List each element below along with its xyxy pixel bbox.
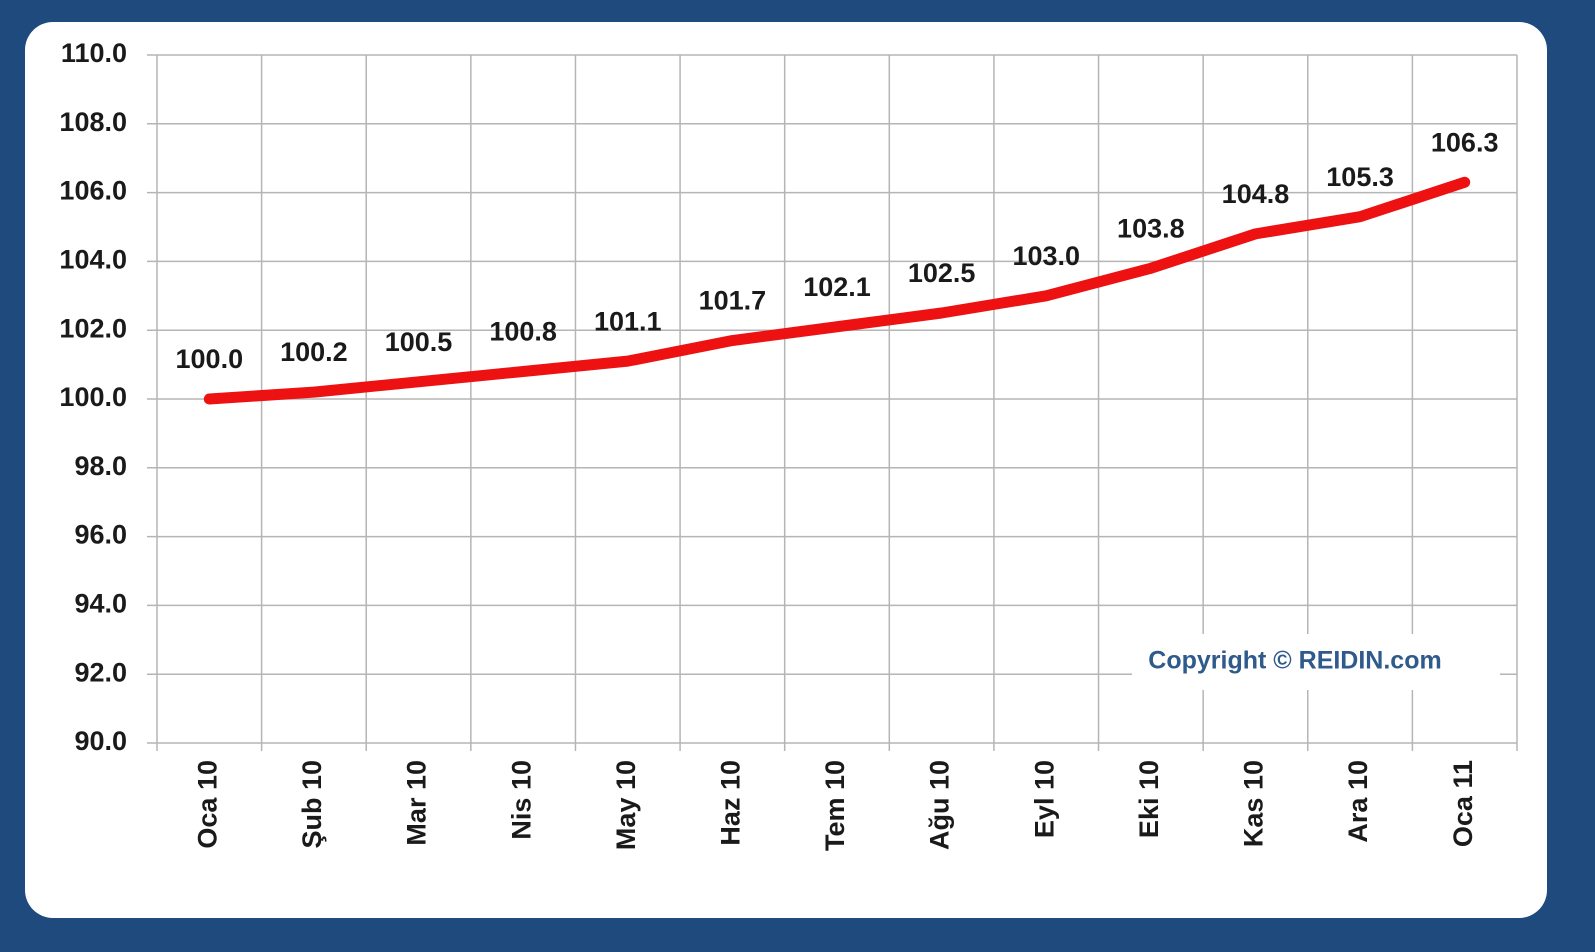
data-label: 102.1	[803, 272, 871, 302]
x-tick-label: Eki 10	[1134, 760, 1164, 838]
y-tick-label: 110.0	[61, 38, 127, 68]
x-tick-label: Oca 10	[192, 760, 222, 849]
y-tick-label: 100.0	[59, 382, 127, 412]
data-label: 100.8	[489, 317, 557, 347]
data-label: 106.3	[1431, 127, 1499, 157]
y-tick-label: 96.0	[74, 520, 127, 550]
y-tick-label: 90.0	[74, 726, 127, 756]
x-tick-label: Ara 10	[1343, 760, 1373, 843]
x-tick-label: May 10	[611, 760, 641, 850]
x-tick-label: Nis 10	[506, 760, 536, 840]
data-label: 105.3	[1326, 162, 1394, 192]
x-tick-label: Tem 10	[820, 760, 850, 851]
panel	[25, 22, 1547, 918]
data-label: 104.8	[1222, 179, 1290, 209]
data-label: 101.1	[594, 306, 662, 336]
data-label: 100.0	[176, 344, 244, 374]
data-label: 101.7	[699, 286, 767, 316]
y-tick-label: 98.0	[74, 451, 127, 481]
annotation-bg	[1132, 634, 1500, 690]
data-label: 100.5	[385, 327, 453, 357]
x-tick-label: Şub 10	[297, 760, 327, 849]
data-label: 100.2	[280, 337, 348, 367]
data-label: 103.8	[1117, 213, 1185, 243]
y-tick-label: 102.0	[59, 313, 127, 343]
y-tick-label: 94.0	[74, 589, 127, 619]
x-tick-label: Kas 10	[1239, 760, 1269, 847]
y-tick-label: 92.0	[74, 657, 127, 687]
y-tick-label: 108.0	[59, 107, 127, 137]
x-tick-label: Mar 10	[402, 760, 432, 846]
x-tick-label: Oca 11	[1448, 760, 1478, 847]
annotation: Copyright © REIDIN.com	[1148, 647, 1441, 675]
x-tick-label: Eyl 10	[1029, 760, 1059, 838]
data-label: 102.5	[908, 258, 976, 288]
line	[203, 176, 1471, 405]
y-tick-label: 104.0	[59, 245, 127, 275]
data-label: 103.0	[1012, 241, 1080, 271]
y-tick-label: 106.0	[59, 176, 127, 206]
x-tick-label: Haz 10	[716, 760, 746, 846]
x-tick-label: Ağu 10	[925, 760, 955, 850]
